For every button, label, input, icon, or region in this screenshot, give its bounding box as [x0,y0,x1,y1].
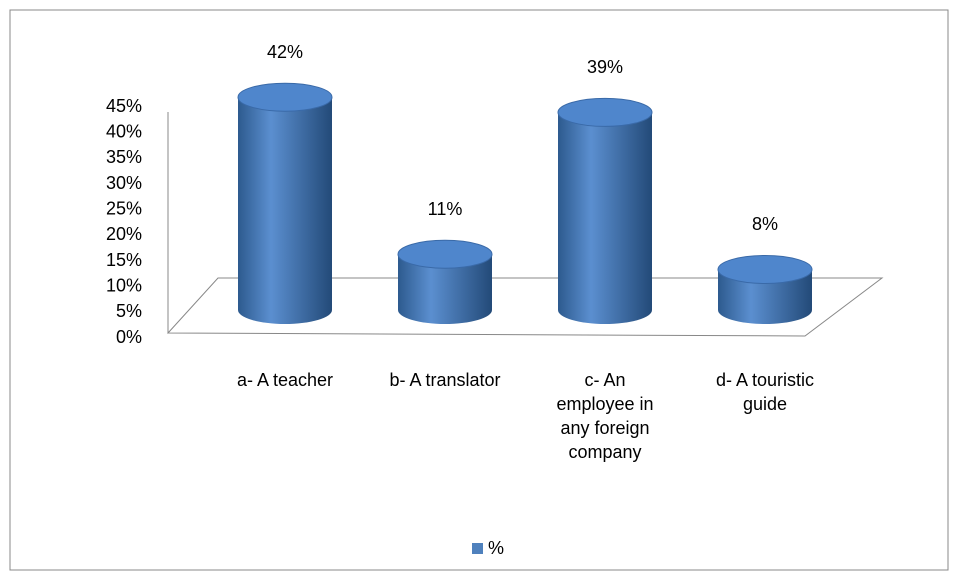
bar-top [237,82,333,112]
legend-label: % [488,538,504,558]
y-tick-label: 15% [106,250,142,270]
x-tick-label: a- A teacher [236,370,334,390]
x-tick-label: b- A translator [389,370,501,390]
bar [718,269,812,324]
value-label: 42% [267,42,303,62]
y-tick-label: 40% [106,121,142,141]
y-tick-label: 20% [106,224,142,244]
y-tick-label: 0% [116,327,142,347]
floor [166,277,884,337]
bar [238,97,332,324]
value-label: 8% [752,214,778,234]
value-label: 11% [428,199,463,219]
bar-top [397,239,493,269]
x-tick-label: d- A touristic guide [715,370,815,414]
value-label: 39% [587,57,623,77]
y-tick-label: 25% [106,198,142,218]
y-tick-label: 30% [106,173,142,193]
legend-swatch [472,543,483,554]
y-tick-label: 45% [106,96,142,116]
bar [398,254,492,324]
y-tick-label: 5% [116,301,142,321]
bar-top [717,254,813,284]
y-tick-label: 10% [106,275,142,295]
y-tick-label: 35% [106,147,142,167]
x-tick-label: c- An employee in any foreign company [556,370,654,462]
bar-top [557,97,653,127]
bar [558,112,652,325]
